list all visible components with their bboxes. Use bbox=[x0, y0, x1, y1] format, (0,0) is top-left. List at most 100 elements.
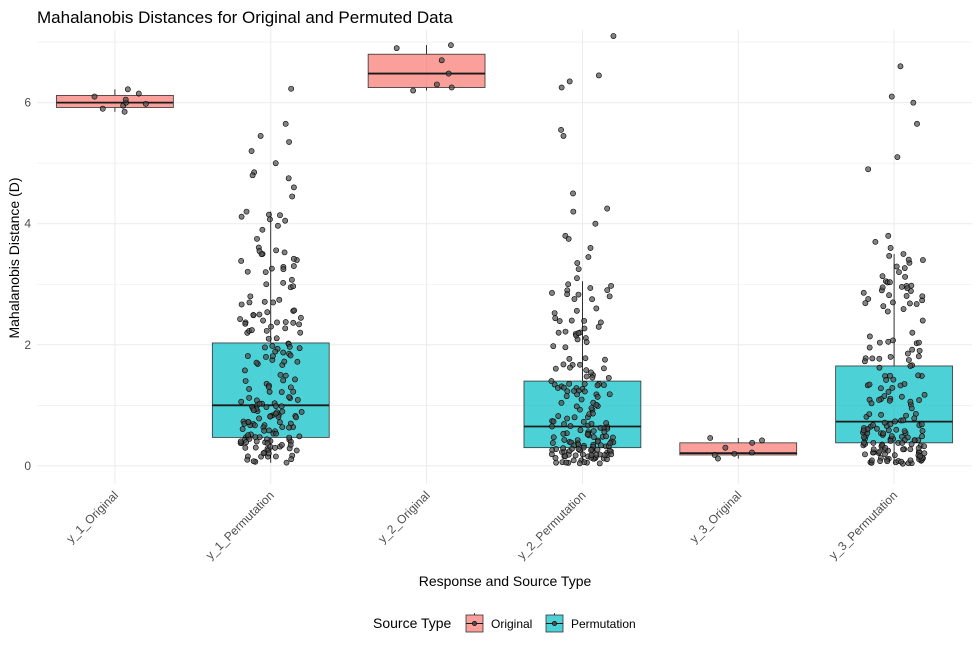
data-point bbox=[574, 275, 580, 282]
data-point bbox=[410, 87, 417, 94]
data-point bbox=[914, 120, 920, 127]
y-tick-label: 4 bbox=[24, 217, 31, 231]
data-point bbox=[263, 354, 269, 360]
data-point bbox=[267, 216, 273, 223]
data-point bbox=[273, 335, 280, 342]
data-point bbox=[870, 422, 876, 429]
data-point bbox=[91, 93, 98, 100]
data-point bbox=[570, 190, 576, 197]
data-point bbox=[593, 401, 600, 408]
data-point bbox=[885, 338, 892, 345]
data-point bbox=[592, 220, 599, 227]
data-point bbox=[900, 446, 906, 453]
data-point bbox=[587, 285, 594, 291]
data-point bbox=[604, 205, 611, 212]
data-point bbox=[879, 284, 886, 291]
data-point bbox=[904, 350, 911, 357]
data-point bbox=[880, 303, 887, 310]
data-point bbox=[884, 308, 891, 315]
data-point bbox=[566, 78, 573, 85]
data-point bbox=[577, 361, 583, 368]
data-point bbox=[548, 378, 555, 384]
data-point bbox=[886, 292, 892, 299]
data-point bbox=[584, 431, 591, 438]
data-point bbox=[287, 384, 294, 391]
data-point bbox=[872, 238, 879, 245]
data-point bbox=[260, 450, 267, 457]
data-point bbox=[242, 444, 249, 451]
data-point bbox=[142, 100, 149, 107]
data-point bbox=[297, 314, 304, 321]
data-point bbox=[560, 133, 567, 139]
data-point bbox=[263, 327, 270, 334]
data-point bbox=[249, 172, 256, 179]
data-point bbox=[124, 86, 131, 93]
data-point bbox=[919, 317, 926, 324]
data-point bbox=[253, 359, 260, 366]
data-point bbox=[296, 433, 303, 440]
data-point bbox=[587, 245, 594, 251]
data-point bbox=[275, 222, 281, 229]
data-point bbox=[908, 441, 915, 448]
data-point bbox=[273, 403, 279, 409]
data-point bbox=[606, 293, 613, 300]
data-point bbox=[290, 283, 297, 290]
data-point bbox=[890, 337, 896, 344]
data-point bbox=[282, 372, 289, 379]
data-point bbox=[272, 348, 279, 355]
data-point bbox=[898, 458, 905, 465]
data-point bbox=[550, 434, 557, 441]
data-point bbox=[268, 265, 275, 272]
data-point bbox=[891, 452, 898, 459]
data-point bbox=[885, 232, 892, 239]
data-point bbox=[601, 365, 607, 372]
data-point bbox=[919, 433, 925, 440]
data-point bbox=[246, 386, 252, 392]
data-point bbox=[288, 276, 295, 283]
data-point bbox=[597, 424, 604, 431]
data-point bbox=[269, 353, 276, 359]
data-point bbox=[563, 393, 570, 400]
data-point bbox=[588, 369, 594, 376]
data-point bbox=[290, 184, 297, 191]
data-point bbox=[280, 377, 287, 384]
data-point bbox=[903, 412, 909, 419]
data-point bbox=[608, 451, 615, 458]
data-point bbox=[876, 364, 883, 371]
y-tick-label: 0 bbox=[24, 459, 31, 473]
legend-label: Original bbox=[491, 617, 532, 631]
data-point bbox=[262, 344, 268, 351]
x-tick-label: y_1_Original bbox=[63, 488, 121, 546]
data-point bbox=[887, 372, 893, 379]
data-point bbox=[571, 388, 577, 394]
data-point bbox=[711, 452, 718, 458]
data-point bbox=[581, 325, 588, 332]
data-point bbox=[549, 290, 555, 296]
data-point bbox=[433, 81, 440, 88]
data-point bbox=[910, 99, 917, 106]
data-point bbox=[588, 405, 595, 412]
data-point bbox=[287, 352, 294, 359]
data-point bbox=[583, 339, 590, 345]
data-point bbox=[281, 249, 288, 256]
legend-key-point bbox=[551, 620, 557, 626]
data-point bbox=[593, 305, 600, 312]
data-point bbox=[907, 446, 914, 453]
x-axis: y_1_Original y_1_Permutation y_2_Original y… bbox=[63, 488, 900, 562]
data-point bbox=[549, 423, 555, 430]
data-point bbox=[265, 335, 272, 342]
data-point bbox=[242, 367, 248, 374]
data-point bbox=[569, 445, 575, 452]
data-point bbox=[558, 399, 565, 406]
data-point bbox=[265, 384, 272, 390]
data-point bbox=[861, 439, 867, 446]
data-point bbox=[238, 301, 245, 308]
data-point bbox=[291, 307, 298, 314]
data-point bbox=[868, 400, 875, 407]
data-point bbox=[286, 445, 293, 452]
box-y_3_Original bbox=[679, 442, 798, 456]
legend-entry-original: Original bbox=[465, 613, 532, 633]
data-point bbox=[580, 451, 586, 458]
data-point bbox=[870, 439, 877, 446]
x-tick-label: y_3_Original bbox=[687, 488, 745, 546]
